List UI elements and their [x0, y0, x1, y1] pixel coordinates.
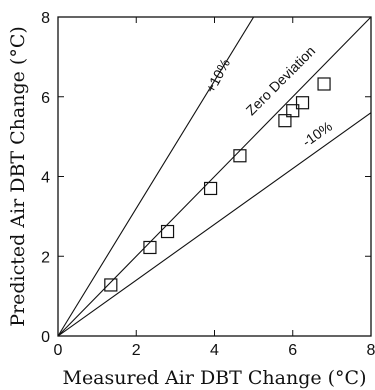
x-axis-ticks: 0 2 4 6 8	[54, 17, 375, 359]
data-point	[295, 96, 310, 110]
data-point	[104, 278, 118, 292]
x-tick-label: 2	[132, 342, 141, 359]
y-tick-label: 6	[41, 90, 50, 107]
data-point	[278, 114, 292, 128]
reference-line-plus-10pct	[58, 17, 255, 336]
x-axis-title: Measured Air DBT Change (°C)	[62, 367, 366, 389]
reference-line-zero-deviation	[58, 17, 371, 336]
y-tick-label: 4	[41, 170, 50, 187]
label-minus-10pct: -10%	[299, 118, 335, 150]
data-point	[143, 240, 157, 255]
x-tick-label: 0	[54, 342, 63, 359]
data-points	[104, 77, 331, 292]
reference-line-labels: +10% Zero Deviation-10%	[202, 43, 335, 150]
data-point	[286, 104, 300, 118]
x-tick-label: 4	[210, 342, 219, 359]
y-axis-title: Predicted Air DBT Change (°C)	[7, 26, 29, 327]
y-tick-label: 2	[41, 249, 50, 266]
y-axis-ticks: 0 2 4 6 8	[41, 10, 371, 346]
label-plus-10pct: +10%	[202, 56, 233, 95]
data-point	[160, 224, 175, 239]
x-tick-label: 8	[367, 342, 375, 359]
reference-line-minus-10pct	[58, 112, 371, 336]
data-point	[203, 181, 218, 196]
data-point	[233, 149, 247, 163]
y-tick-label: 8	[41, 10, 50, 27]
x-tick-label: 6	[288, 342, 297, 359]
reference-lines	[58, 17, 371, 336]
data-point	[317, 77, 331, 91]
label-zero-deviation: Zero Deviation	[243, 43, 319, 119]
y-tick-label: 0	[41, 329, 50, 346]
